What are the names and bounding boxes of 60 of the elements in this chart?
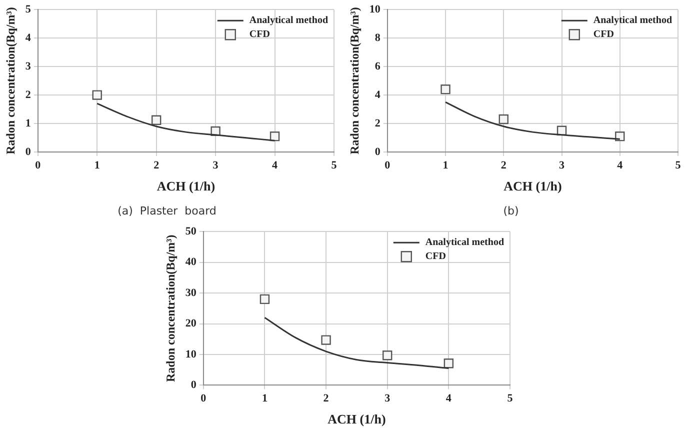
y-axis-title: Radon concentration(Bq/m³) [347, 7, 362, 154]
y-tick-label: 0 [374, 146, 381, 158]
y-tick-label: 10 [185, 348, 197, 360]
point [321, 335, 331, 345]
legend-label: Analytical method [593, 15, 672, 26]
y-tick-label: 2 [25, 88, 32, 101]
x-tick-label: 4 [446, 392, 452, 405]
x-tick-label: 0 [384, 159, 391, 172]
x-tick-label: 4 [617, 159, 624, 172]
x-tick-label: 1 [442, 159, 448, 172]
y-tick-label: 40 [185, 256, 197, 268]
y-tick-label: 8 [374, 32, 381, 44]
legend-label: Analytical method [249, 15, 328, 26]
x-axis-title: ACH (1/h) [156, 178, 216, 194]
x-tick-label: 2 [154, 159, 160, 172]
y-tick-label: 0 [25, 146, 32, 158]
point [382, 350, 392, 360]
y-tick-label: 10 [369, 3, 381, 16]
x-tick-label: 0 [35, 159, 42, 172]
legend-label: CFD [425, 251, 446, 262]
x-tick-label: 4 [272, 159, 278, 172]
x-tick-label: 2 [500, 159, 507, 172]
point [498, 114, 508, 124]
x-tick-label: 3 [212, 159, 219, 172]
y-tick-label: 2 [374, 117, 381, 130]
point [152, 115, 162, 125]
x-tick-label: 5 [507, 392, 514, 405]
y-tick-label: 20 [185, 318, 197, 330]
x-tick-label: 2 [323, 392, 330, 405]
y-tick-label: 0 [190, 379, 197, 392]
y-tick-label: 3 [25, 60, 32, 72]
y-tick-label: 5 [25, 3, 32, 16]
point [260, 294, 270, 304]
y-axis-title: Radon concentration(Bq/m³) [3, 7, 18, 154]
x-tick-label: 5 [331, 159, 338, 172]
y-tick-label: 4 [374, 88, 381, 101]
point [92, 90, 102, 100]
x-axis-title: ACH (1/h) [328, 412, 386, 427]
point [440, 84, 450, 94]
legend-label: CFD [249, 29, 270, 40]
y-axis-title: Radon concentration(Bq/m³) [163, 234, 178, 382]
x-tick-label: 0 [200, 392, 207, 405]
y-tick-label: 30 [185, 286, 197, 299]
x-tick-label: 3 [384, 392, 391, 405]
point [615, 131, 625, 142]
x-tick-label: 1 [262, 392, 268, 405]
y-tick-label: 1 [25, 117, 31, 130]
y-tick-label: 6 [374, 60, 381, 72]
legend-label: Analytical method [425, 237, 504, 248]
x-tick-label: 1 [94, 159, 100, 172]
point [270, 131, 280, 142]
point [444, 358, 454, 368]
x-axis-title: ACH (1/h) [504, 178, 562, 194]
x-tick-label: 3 [559, 159, 566, 172]
y-tick-label: 4 [25, 32, 32, 44]
legend-label: CFD [593, 29, 614, 40]
x-tick-label: 5 [675, 159, 682, 172]
text: (a) Plaster board [118, 204, 216, 218]
text: (b) [503, 204, 519, 218]
y-tick-label: 50 [185, 225, 197, 238]
